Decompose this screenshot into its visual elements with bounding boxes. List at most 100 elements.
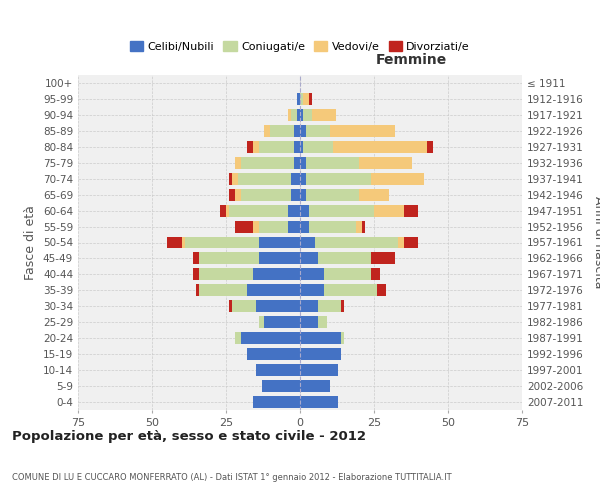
Bar [371, 172, 424, 184]
Bar [193, 252, 199, 264]
Bar [294, 141, 300, 153]
Bar [300, 284, 323, 296]
Bar [265, 125, 271, 137]
Bar [312, 109, 335, 121]
Legend: Celibi/Nubili, Coniugati/e, Vedovi/e, Divorziati/e: Celibi/Nubili, Coniugati/e, Vedovi/e, Di… [125, 37, 475, 56]
Bar [220, 204, 226, 216]
Bar [259, 252, 300, 264]
Bar [300, 332, 341, 344]
Bar [288, 204, 300, 216]
Bar [309, 204, 374, 216]
Bar [300, 380, 329, 392]
Bar [359, 188, 389, 200]
Bar [253, 220, 259, 232]
Bar [323, 268, 371, 280]
Bar [306, 157, 359, 168]
Bar [229, 188, 235, 200]
Bar [253, 268, 300, 280]
Bar [300, 396, 338, 408]
Bar [229, 300, 232, 312]
Bar [259, 220, 288, 232]
Bar [300, 300, 318, 312]
Bar [199, 268, 253, 280]
Bar [167, 236, 182, 248]
Bar [300, 125, 306, 137]
Bar [309, 93, 312, 105]
Bar [253, 396, 300, 408]
Bar [294, 125, 300, 137]
Bar [232, 300, 256, 312]
Bar [300, 364, 338, 376]
Bar [371, 252, 395, 264]
Bar [341, 332, 344, 344]
Bar [341, 300, 344, 312]
Bar [288, 220, 300, 232]
Bar [185, 236, 259, 248]
Bar [196, 284, 199, 296]
Bar [303, 93, 309, 105]
Bar [232, 172, 238, 184]
Bar [300, 93, 303, 105]
Bar [374, 204, 404, 216]
Text: COMUNE DI LU E CUCCARO MONFERRATO (AL) - Dati ISTAT 1° gennaio 2012 - Elaborazio: COMUNE DI LU E CUCCARO MONFERRATO (AL) -… [12, 473, 452, 482]
Bar [300, 141, 303, 153]
Bar [300, 348, 341, 360]
Bar [332, 141, 427, 153]
Bar [306, 188, 359, 200]
Bar [300, 236, 315, 248]
Bar [297, 93, 300, 105]
Bar [359, 157, 412, 168]
Bar [235, 220, 253, 232]
Bar [259, 236, 300, 248]
Bar [300, 188, 306, 200]
Bar [362, 220, 365, 232]
Bar [294, 157, 300, 168]
Bar [306, 172, 371, 184]
Bar [356, 220, 362, 232]
Y-axis label: Anni di nascita: Anni di nascita [592, 196, 600, 289]
Bar [193, 268, 199, 280]
Bar [306, 125, 329, 137]
Y-axis label: Fasce di età: Fasce di età [25, 205, 37, 280]
Bar [182, 236, 185, 248]
Bar [297, 109, 300, 121]
Bar [318, 316, 326, 328]
Bar [300, 172, 306, 184]
Bar [300, 157, 306, 168]
Bar [238, 172, 291, 184]
Bar [235, 188, 241, 200]
Bar [235, 157, 241, 168]
Bar [271, 125, 294, 137]
Text: Femmine: Femmine [376, 52, 446, 66]
Bar [235, 332, 241, 344]
Bar [300, 316, 318, 328]
Bar [199, 284, 247, 296]
Bar [291, 109, 297, 121]
Bar [377, 284, 386, 296]
Bar [323, 284, 377, 296]
Bar [291, 188, 300, 200]
Bar [247, 284, 300, 296]
Bar [229, 204, 288, 216]
Bar [259, 141, 294, 153]
Bar [226, 204, 229, 216]
Bar [247, 348, 300, 360]
Bar [371, 268, 380, 280]
Bar [329, 125, 395, 137]
Bar [300, 204, 309, 216]
Bar [256, 300, 300, 312]
Bar [300, 252, 318, 264]
Bar [427, 141, 433, 153]
Bar [303, 141, 332, 153]
Bar [300, 109, 303, 121]
Bar [300, 220, 309, 232]
Bar [265, 316, 300, 328]
Bar [404, 204, 418, 216]
Bar [256, 364, 300, 376]
Bar [253, 141, 259, 153]
Bar [247, 141, 253, 153]
Bar [229, 172, 232, 184]
Bar [241, 332, 300, 344]
Bar [315, 236, 398, 248]
Bar [404, 236, 418, 248]
